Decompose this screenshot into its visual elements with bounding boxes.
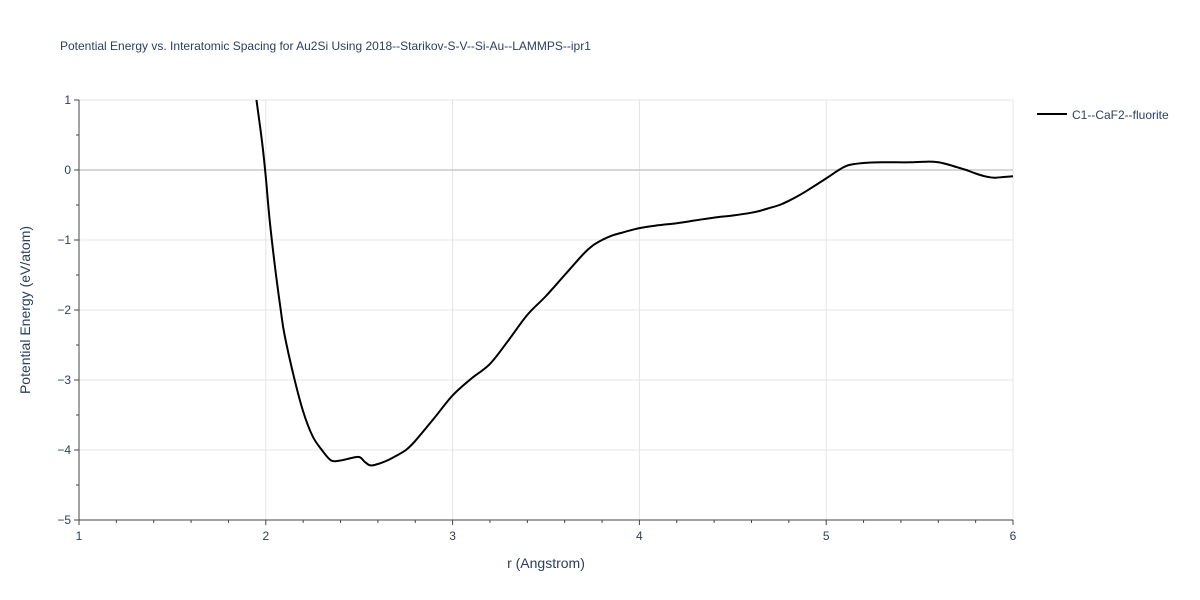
y-tick-label: −4: [57, 443, 71, 457]
x-tick-label: 2: [262, 529, 269, 543]
x-tick-label: 4: [636, 529, 643, 543]
axes: 1 2 3 4 5 6 1 0 −1 −2 −3 −4 −5: [57, 93, 1016, 543]
plot-area: [255, 99, 1014, 467]
y-tick-label: −1: [57, 233, 71, 247]
chart-title: Potential Energy vs. Interatomic Spacing…: [60, 39, 591, 53]
y-tick-label: −2: [57, 303, 71, 317]
y-axis-label: Potential Energy (eV/atom): [17, 226, 33, 394]
y-tick-label: −5: [57, 513, 71, 527]
x-tick-label: 3: [449, 529, 456, 543]
legend[interactable]: C1--CaF2--fluorite: [1037, 108, 1169, 122]
x-tick-label: 5: [823, 529, 830, 543]
legend-label: C1--CaF2--fluorite: [1072, 108, 1169, 122]
y-tick-label: −3: [57, 373, 71, 387]
x-tick-label: 1: [76, 529, 83, 543]
y-tick-label: 1: [64, 93, 71, 107]
x-axis-label: r (Angstrom): [507, 555, 585, 571]
x-tick-label: 6: [1010, 529, 1017, 543]
series-line-c1-caf2-fluorite: [255, 99, 1014, 467]
grid-lines: [79, 99, 1014, 520]
y-tick-label: 0: [64, 163, 71, 177]
